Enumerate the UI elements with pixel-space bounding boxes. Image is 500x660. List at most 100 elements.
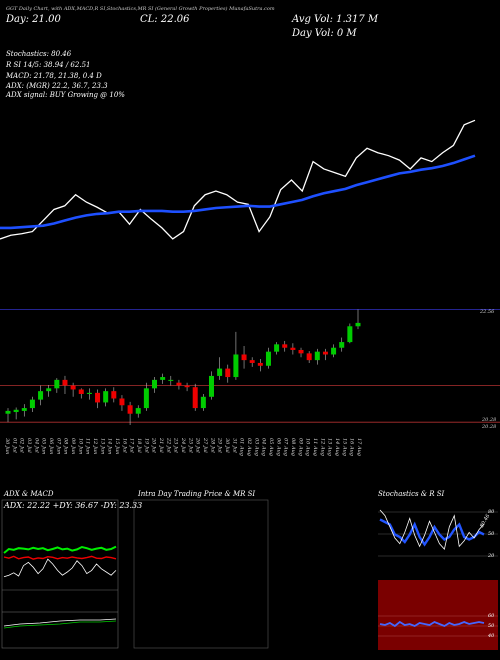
candle-up xyxy=(274,344,280,352)
candle-up xyxy=(217,368,223,376)
date-label: 10 Jun xyxy=(77,438,83,454)
date-label: 16 Aug xyxy=(349,438,355,456)
candle-down xyxy=(70,385,76,390)
moving-average-line xyxy=(0,154,476,230)
date-label: 04 Jul xyxy=(33,438,39,453)
price-line xyxy=(0,119,476,240)
stoch-panel-title: Stochastics & R SI xyxy=(378,490,445,498)
candle-up xyxy=(13,409,19,413)
date-label: 18 Jul xyxy=(136,438,142,453)
candle-up xyxy=(233,354,239,378)
adx-label: ADX: (MGR) 22.2, 36.7, 23.3 xyxy=(6,82,108,90)
date-label: 17 Jul xyxy=(129,438,135,453)
candle-up xyxy=(265,351,271,366)
candle-down xyxy=(111,391,117,399)
stoch-k-line xyxy=(379,518,485,547)
date-label: 01 Jul xyxy=(11,438,17,453)
stochastics-lines xyxy=(378,509,498,557)
candle-up xyxy=(46,388,52,392)
candle-down xyxy=(176,382,182,386)
date-label: 20 Jul xyxy=(151,437,157,453)
date-label: 21 Jul xyxy=(158,437,164,453)
candle-down xyxy=(322,351,328,355)
date-label: 30 Jul xyxy=(224,438,230,453)
date-label: 13 Jun xyxy=(99,438,105,454)
date-label: 25 Jul xyxy=(187,437,193,453)
candle-down xyxy=(78,389,84,394)
candle-up xyxy=(331,347,337,355)
intra-panel xyxy=(133,499,269,649)
stoch-d-line xyxy=(379,509,485,551)
adx-lines xyxy=(3,545,117,578)
candle-down xyxy=(127,405,133,414)
date-label: 08 Aug xyxy=(290,438,296,456)
right-label-bottom-1: 20.28 xyxy=(482,417,497,423)
date-label: 15 Jun xyxy=(114,438,120,454)
candle-up xyxy=(5,410,11,414)
right-label-top: 22.56 xyxy=(480,309,495,315)
date-label: 19 Jul xyxy=(143,438,149,453)
date-label: 16 Jul xyxy=(121,438,127,453)
date-label: 03 Jul xyxy=(26,438,32,453)
rsi-line xyxy=(379,620,485,628)
date-label: 06 Aug xyxy=(275,438,281,456)
macd-signal xyxy=(3,620,117,629)
candle-up xyxy=(143,388,149,409)
adx-plus-dy xyxy=(3,545,117,554)
adx-signal-label: ADX signal: BUY Growing @ 10% xyxy=(6,91,125,99)
rsi-label: R SI 14/5: 38.94 / 62.51 xyxy=(6,61,91,69)
stoch-level-80: 80 xyxy=(488,509,495,515)
candle-up xyxy=(168,379,174,381)
adx-values: ADX: 22.22 +DY: 36.67 -DY: 23.33 xyxy=(4,501,143,510)
candle-down xyxy=(298,349,304,354)
date-label: 10 Aug xyxy=(305,438,311,456)
date-label: 27 Jul xyxy=(202,437,208,453)
date-label: 29 Jul xyxy=(217,437,223,453)
candle-up xyxy=(152,379,158,389)
date-label: 17 Aug xyxy=(356,438,362,456)
candle-up xyxy=(135,408,141,414)
date-label: 31 Jul xyxy=(231,438,237,453)
candle-up xyxy=(103,391,109,403)
avg-vol-label: Avg Vol: 1.317 M xyxy=(292,14,379,25)
rsi-level-40: 40 xyxy=(488,633,495,639)
adx-panel-title: ADX & MACD xyxy=(4,490,54,498)
right-label-bottom-2: 20.28 xyxy=(482,424,497,430)
date-label: 09 Aug xyxy=(297,438,303,456)
date-label: 06 Jun xyxy=(48,438,54,454)
candle-up xyxy=(21,408,27,411)
date-label: 23 Jul xyxy=(173,437,179,453)
candle-down xyxy=(282,344,288,348)
date-label: 07 Aug xyxy=(283,438,289,456)
stoch-level-20: 20 xyxy=(488,553,495,559)
candle-up xyxy=(314,351,320,361)
date-label: 08 Jun xyxy=(63,438,69,454)
ticker-line: GGT Daily Chart, with ADX,MACD,R SI,Stoc… xyxy=(6,6,275,12)
x-axis-dates: 30 Jun 01 Jul 02 Jul 03 Jul 04 Jul 05 Jun 06 J… xyxy=(4,437,362,456)
intra-panel-title: Intra Day Trading Price & MR SI xyxy=(138,490,256,498)
date-label: 05 Jun xyxy=(41,438,47,454)
date-label: 15 Aug xyxy=(341,438,347,456)
candle-down xyxy=(249,360,255,363)
price-line-group xyxy=(0,119,476,240)
candle-up xyxy=(54,379,60,389)
date-label: 05 Aug xyxy=(268,438,274,456)
date-label: 30 Jun xyxy=(4,438,10,454)
date-label: 13 Aug xyxy=(327,438,333,456)
stoch-panel xyxy=(378,500,498,578)
candle-up xyxy=(38,391,44,400)
date-label: 02 Aug xyxy=(246,438,252,456)
candle-up xyxy=(347,326,353,343)
date-label: 12 Aug xyxy=(319,438,325,456)
date-label: 04 Aug xyxy=(261,438,267,456)
candle-down xyxy=(184,385,190,388)
candle-down xyxy=(119,398,125,406)
date-label: 12 Jun xyxy=(92,438,98,454)
candles-group xyxy=(5,309,361,425)
main-chart: 30 Jun 01 Jul 02 Jul 03 Jul 04 Jul 05 Jun 06 J… xyxy=(0,119,500,456)
stochastics-label: Stochastics: 80.46 xyxy=(6,50,72,58)
date-label: 14 Aug xyxy=(334,438,340,456)
candle-down xyxy=(95,392,101,403)
candle-down xyxy=(290,347,296,350)
